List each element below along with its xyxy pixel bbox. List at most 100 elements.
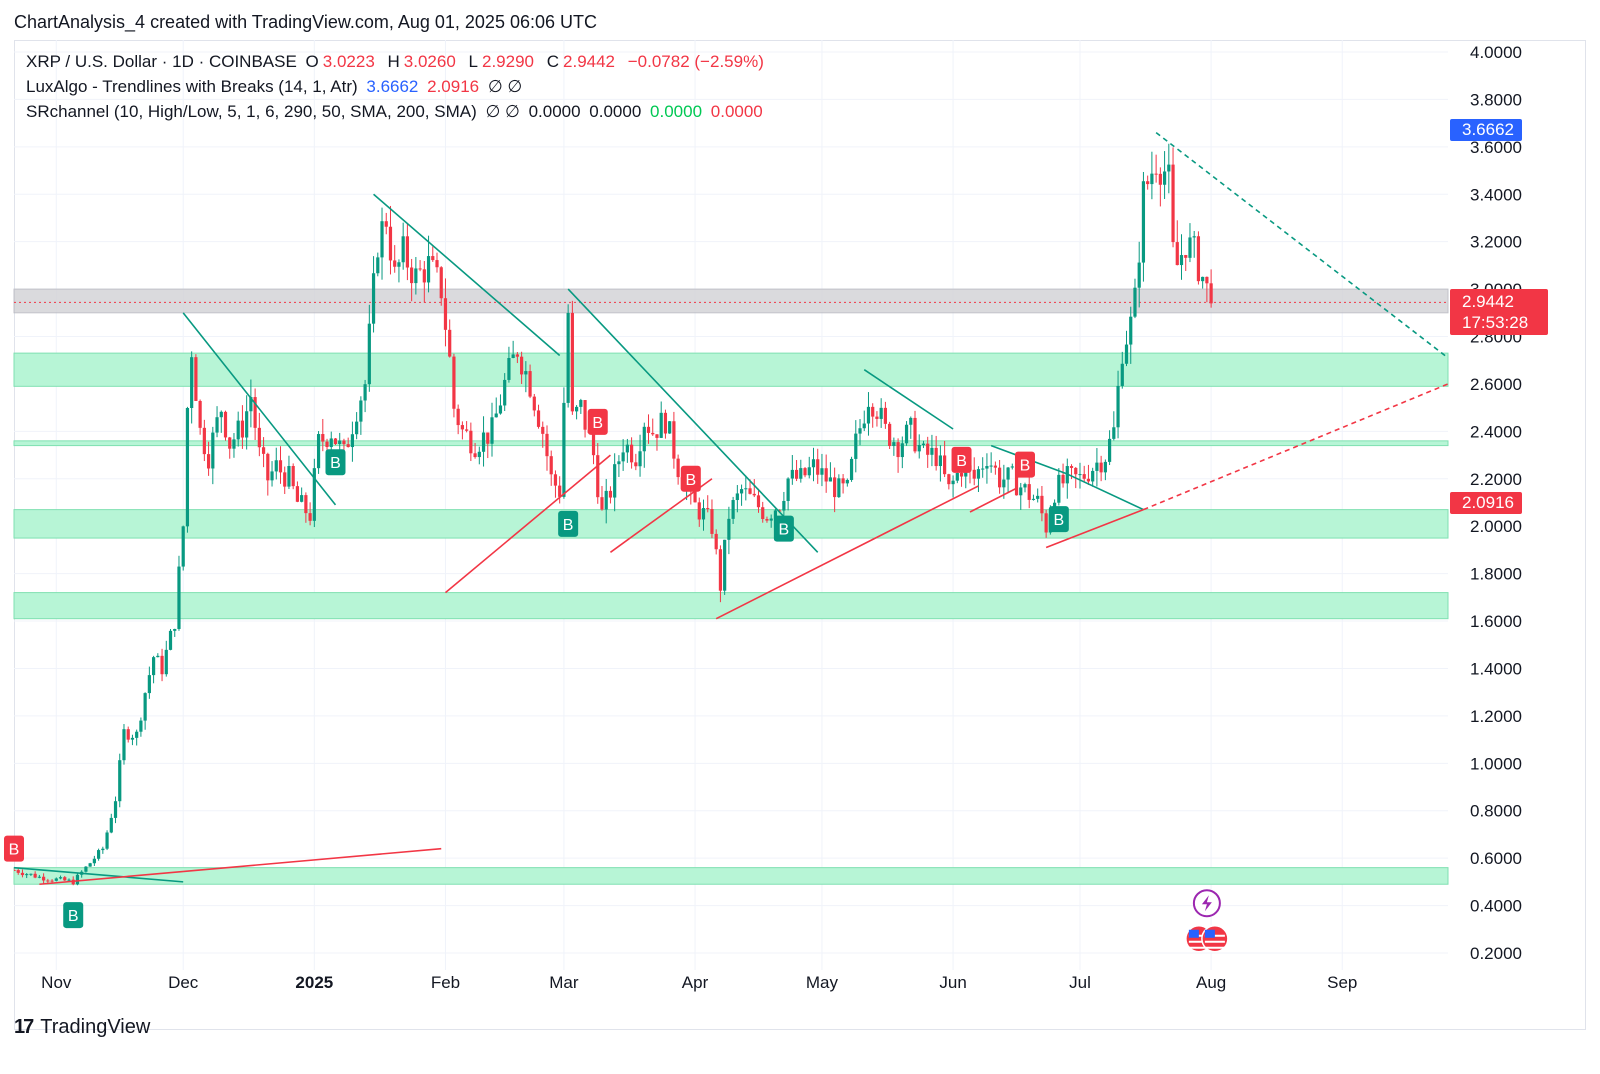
x-axis-tick-label: Feb <box>431 973 460 992</box>
candle-body <box>591 432 596 456</box>
candle-body <box>888 423 892 446</box>
y-axis-tick-label: 2.0000 <box>1470 517 1522 536</box>
candle-body <box>481 432 486 452</box>
candle-body <box>401 236 405 263</box>
downtrend-line <box>182 312 337 506</box>
bullish-break-label: B <box>558 510 579 537</box>
na-value-icons: ∅ ∅ <box>487 77 523 96</box>
candle-body <box>118 760 122 802</box>
resistance-zone <box>13 288 1449 314</box>
candle-body <box>507 357 511 380</box>
candle-body <box>316 434 321 469</box>
candle-body <box>629 444 634 463</box>
candle-body <box>693 491 697 503</box>
candle-body <box>261 447 266 454</box>
candle-body <box>486 432 490 444</box>
symbol-legend[interactable]: XRP / U.S. Dollar · 1D · COINBASE O 3.022… <box>26 52 768 72</box>
candle-body <box>782 500 786 511</box>
signal-letter: B <box>592 415 603 432</box>
tradingview-logo[interactable]: 17 TradingView <box>14 1016 150 1039</box>
candle-body <box>456 408 460 426</box>
indicator-legend-luxalgo[interactable]: LuxAlgo - Trendlines with Breaks (14, 1,… <box>26 77 526 97</box>
candle-body <box>731 500 735 519</box>
tradingview-brand: TradingView <box>40 1016 151 1038</box>
candle-body <box>206 454 211 469</box>
candle-body <box>1023 484 1027 488</box>
candle-body <box>993 465 997 468</box>
candle-body <box>1171 164 1175 243</box>
candle-body <box>1002 479 1006 488</box>
candle-body <box>655 434 659 438</box>
symbol-name[interactable]: XRP / U.S. Dollar · 1D · COINBASE <box>26 52 297 71</box>
candle-body <box>596 455 600 498</box>
indicator-legend-srchannel[interactable]: SRchannel (10, High/Low, 5, 1, 6, 290, 5… <box>26 102 767 122</box>
candle-body <box>837 478 841 498</box>
candle-body <box>697 502 701 520</box>
last-price-tag: 2.9442 17:53:28 <box>1450 289 1548 335</box>
srchannel-value-3: 0.0000 <box>650 102 703 121</box>
candle-body <box>663 412 668 434</box>
signal-badge <box>325 449 346 476</box>
sr-zone <box>13 509 1449 539</box>
candle-body <box>634 462 638 467</box>
y-axis-tick-label: 4.0000 <box>1470 43 1522 62</box>
candle-body <box>84 866 88 872</box>
x-axis-tick-label: Jun <box>939 973 966 992</box>
candle-body <box>981 468 985 470</box>
candle-body <box>350 434 355 448</box>
candle-body <box>257 427 261 448</box>
candle-body <box>566 312 570 403</box>
candle-body <box>849 458 854 480</box>
candle-body <box>359 400 363 422</box>
price-change: −0.0782 (−2.59%) <box>627 52 764 71</box>
candle-body <box>228 437 232 449</box>
candle-body <box>414 268 418 284</box>
candle-body <box>718 549 723 591</box>
tradingview-mark-icon: 17 <box>14 1016 34 1038</box>
y-axis-tick-label: 1.4000 <box>1470 659 1522 678</box>
ohlc-low: L 2.9290 <box>468 52 534 71</box>
candle-body <box>845 479 849 484</box>
candle-body <box>562 402 566 497</box>
candle-body <box>1201 276 1205 282</box>
candle-body <box>177 566 181 629</box>
last-price-value: 2.9442 <box>1462 292 1514 311</box>
candle-body <box>651 432 655 435</box>
candle-body <box>283 472 287 487</box>
y-axis-tick-label: 3.8000 <box>1470 90 1522 109</box>
candle-body <box>613 464 617 498</box>
candle-body <box>325 441 329 448</box>
candle-body <box>1074 467 1078 475</box>
candle-body <box>600 497 604 510</box>
candle-body <box>659 412 663 438</box>
candle-body <box>1086 478 1091 482</box>
candle-body <box>1175 242 1179 266</box>
candle-body <box>892 442 896 446</box>
candle-body <box>405 236 409 268</box>
y-axis-tick-label: 0.6000 <box>1470 849 1522 868</box>
indicator-name-luxalgo[interactable]: LuxAlgo - Trendlines with Breaks (14, 1,… <box>26 77 358 96</box>
candle-body <box>249 397 253 412</box>
candle-body <box>549 456 553 475</box>
candle-body <box>14 870 16 872</box>
candle-body <box>710 509 714 534</box>
candle-body <box>701 508 706 520</box>
candle-body <box>520 356 524 375</box>
candle-body <box>511 354 515 358</box>
candle-body <box>135 731 139 738</box>
bar-countdown: 17:53:28 <box>1462 313 1529 332</box>
candle-body <box>287 465 291 487</box>
candle-body <box>181 526 185 567</box>
candle-body <box>1196 236 1201 282</box>
y-axis-tick-label: 3.6000 <box>1470 138 1522 157</box>
candle-body <box>998 467 1002 488</box>
candle-body <box>1133 287 1137 317</box>
candle-body <box>604 490 608 510</box>
candle-body <box>431 256 435 261</box>
indicator-name-srchannel[interactable]: SRchannel (10, High/Low, 5, 1, 6, 290, 5… <box>26 102 477 121</box>
candle-body <box>1158 173 1162 185</box>
ohlc-high: H 3.0260 <box>387 52 456 71</box>
candle-body <box>384 221 388 227</box>
luxalgo-upper-value: 3.6662 <box>366 77 419 96</box>
